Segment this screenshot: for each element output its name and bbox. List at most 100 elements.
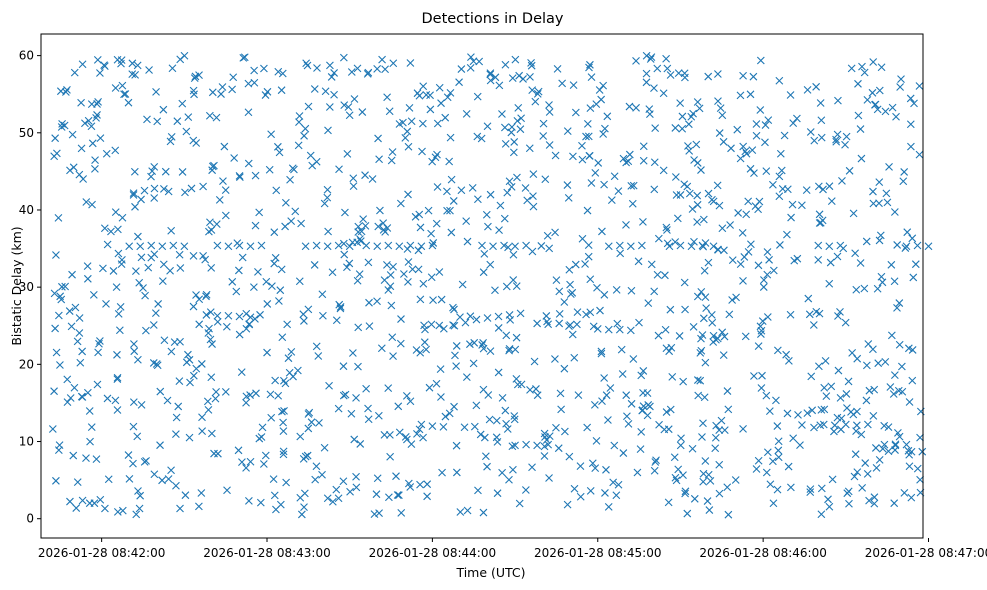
data-point — [364, 415, 373, 424]
data-point — [350, 435, 359, 444]
data-point — [87, 100, 96, 108]
data-point — [349, 182, 358, 190]
data-point — [670, 453, 679, 462]
data-point — [102, 299, 110, 308]
data-point — [263, 87, 272, 96]
data-point — [56, 361, 64, 369]
data-point — [403, 127, 412, 136]
data-point — [65, 307, 74, 315]
data-point — [214, 449, 222, 458]
data-point — [130, 347, 139, 356]
data-point — [267, 130, 276, 139]
data-point — [70, 383, 79, 392]
data-point — [683, 509, 692, 518]
data-point — [728, 256, 737, 264]
data-point — [323, 494, 332, 503]
data-point — [512, 333, 521, 342]
data-point — [198, 413, 206, 422]
data-point — [455, 78, 463, 87]
data-point — [498, 393, 507, 402]
data-point — [569, 81, 578, 89]
data-point — [644, 299, 653, 307]
data-point — [192, 139, 201, 147]
data-point — [639, 142, 648, 151]
data-point — [500, 123, 509, 132]
data-point — [131, 71, 140, 79]
data-point — [381, 227, 390, 236]
data-point — [297, 219, 305, 228]
data-point — [263, 348, 271, 357]
x-tick-label: 2026-01-28 08:46:00 — [699, 546, 826, 560]
data-point — [551, 228, 559, 237]
data-point — [404, 190, 412, 199]
data-point — [295, 277, 304, 286]
data-point — [798, 421, 806, 429]
data-point — [91, 156, 99, 164]
data-point — [865, 386, 874, 395]
data-point — [383, 93, 392, 102]
data-point — [563, 181, 572, 189]
data-point — [810, 136, 819, 145]
data-point — [873, 105, 882, 114]
data-point — [167, 132, 176, 141]
data-point — [653, 270, 662, 279]
data-point — [184, 113, 193, 122]
data-point — [527, 61, 536, 70]
data-point — [133, 61, 142, 70]
data-point — [858, 62, 866, 71]
data-point — [814, 182, 823, 191]
data-point — [334, 494, 343, 503]
data-point — [465, 340, 474, 349]
data-point — [500, 241, 508, 250]
data-point — [493, 489, 502, 498]
data-point — [727, 144, 735, 153]
data-point — [386, 271, 395, 279]
data-point — [756, 56, 765, 65]
data-point — [158, 476, 166, 485]
data-point — [757, 326, 766, 335]
data-point — [677, 434, 685, 443]
data-point — [783, 409, 792, 418]
data-point — [507, 183, 516, 191]
data-point — [675, 332, 684, 340]
data-point — [826, 258, 835, 267]
data-point — [516, 125, 525, 134]
data-point — [629, 181, 638, 190]
data-point — [153, 117, 162, 126]
data-point — [60, 121, 69, 130]
data-point — [825, 279, 834, 288]
data-point — [595, 86, 604, 94]
data-point — [296, 432, 305, 441]
data-point — [639, 388, 647, 397]
data-point — [612, 285, 621, 294]
data-point — [870, 499, 879, 508]
data-point — [875, 178, 884, 187]
data-point — [257, 241, 266, 250]
x-tick-label: 2026-01-28 08:44:00 — [369, 546, 496, 560]
data-point — [913, 241, 922, 250]
data-point — [486, 347, 495, 356]
data-point — [833, 413, 842, 422]
data-point — [495, 81, 504, 90]
data-point — [574, 391, 583, 399]
data-point — [501, 406, 510, 415]
data-point — [804, 294, 813, 303]
data-point — [647, 260, 656, 269]
data-point — [509, 148, 518, 157]
data-point — [58, 282, 66, 291]
data-point — [350, 95, 359, 103]
data-point — [176, 264, 185, 272]
data-point — [533, 391, 542, 400]
data-point — [503, 425, 512, 433]
data-point — [585, 151, 594, 160]
data-point — [841, 420, 850, 429]
data-point — [281, 222, 289, 231]
data-point — [494, 368, 503, 377]
data-point — [573, 320, 581, 329]
data-point — [370, 510, 379, 519]
data-point — [256, 498, 265, 507]
data-point — [739, 277, 747, 285]
data-point — [719, 137, 728, 146]
data-point — [905, 398, 914, 406]
data-point — [807, 372, 816, 381]
